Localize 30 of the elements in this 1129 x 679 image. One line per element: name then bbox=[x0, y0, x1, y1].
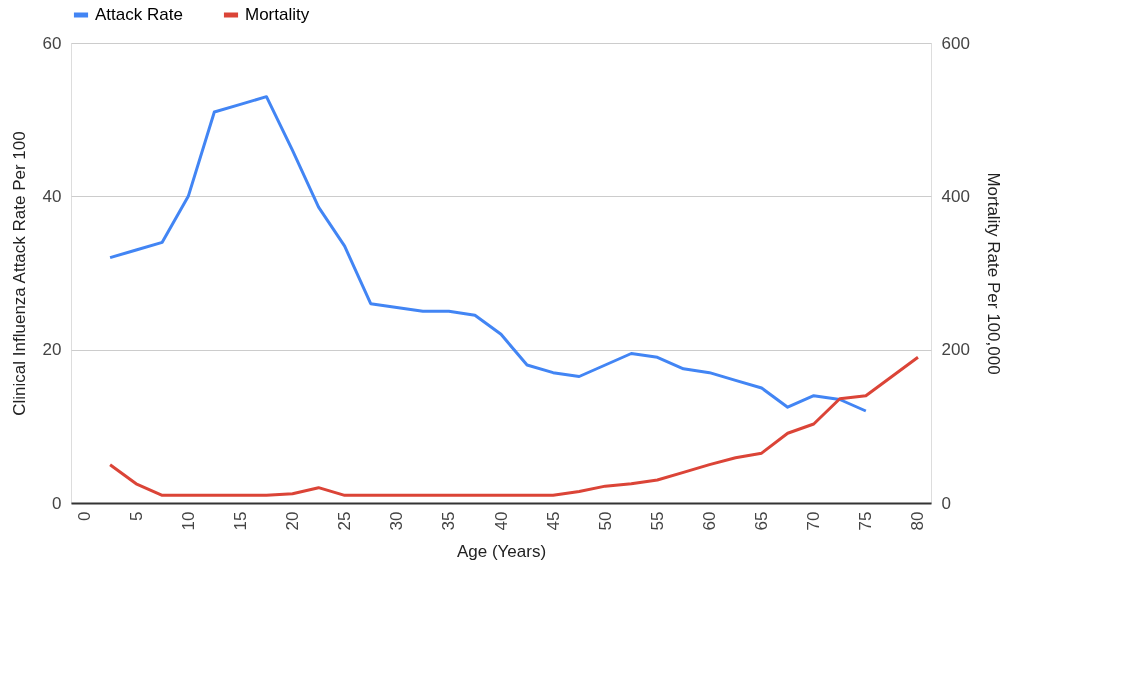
x-tick-label: 70 bbox=[804, 511, 824, 531]
y-tick-label: 20 bbox=[42, 340, 62, 360]
x-tick-label: 65 bbox=[752, 511, 772, 531]
x-tick-label: 50 bbox=[595, 511, 615, 531]
x-tick-label: 15 bbox=[230, 511, 250, 531]
y-axis-title: Clinical Influenza Attack Rate Per 100 bbox=[9, 131, 29, 416]
x-tick-label: 10 bbox=[178, 511, 198, 531]
y2-tick-label: 400 bbox=[941, 186, 970, 206]
x-tick-label: 40 bbox=[491, 511, 511, 531]
x-tick-label: 30 bbox=[387, 511, 407, 531]
y-tick-label: 60 bbox=[42, 33, 62, 53]
x-tick-label: 0 bbox=[74, 511, 94, 521]
x-tick-label: 5 bbox=[126, 511, 146, 521]
y-tick-label: 40 bbox=[42, 186, 62, 206]
x-tick-label: 55 bbox=[647, 511, 667, 531]
x-tick-label: 35 bbox=[439, 511, 459, 531]
x-tick-label: 25 bbox=[335, 511, 355, 531]
legend-label: Mortality bbox=[245, 5, 310, 24]
y2-tick-label: 600 bbox=[941, 33, 970, 53]
line-series bbox=[108, 355, 920, 497]
x-tick-label: 75 bbox=[856, 511, 876, 531]
x-axis-title: Age (Years) bbox=[456, 542, 547, 562]
x-tick-label: 45 bbox=[543, 511, 563, 531]
x-tick-label: 20 bbox=[283, 511, 303, 531]
x-tick-label: 80 bbox=[908, 511, 928, 531]
y2-axis-title: Mortality Rate Per 100,000 bbox=[983, 172, 1003, 375]
legend-label: Attack Rate bbox=[95, 5, 183, 24]
line-series bbox=[108, 95, 868, 413]
x-tick-label: 60 bbox=[699, 511, 719, 531]
y2-tick-label: 200 bbox=[941, 340, 970, 360]
